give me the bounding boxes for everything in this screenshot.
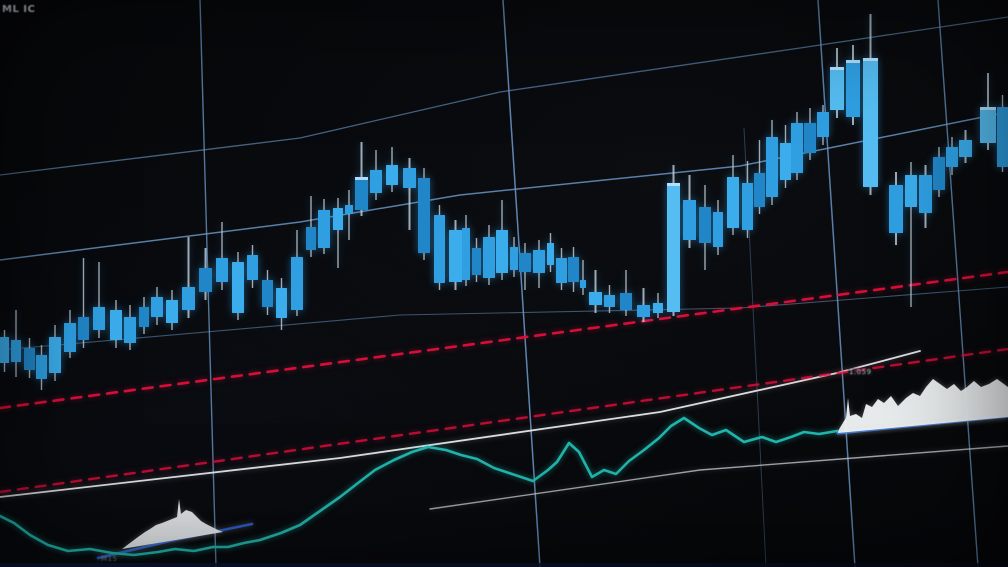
- timeframe-smudge-label: M15: [101, 555, 118, 563]
- volume-silhouettes: [122, 379, 1008, 549]
- screen-bottom-edge: [0, 563, 1008, 567]
- candlestick-series: [0, 14, 1008, 390]
- oscillator-line: [0, 416, 839, 557]
- lower-white-support: [429, 445, 1008, 510]
- long-white-support: [0, 350, 921, 498]
- red-dashed-lines: [0, 270, 1008, 494]
- left-volume-silhouette: [122, 499, 223, 549]
- right-volume-silhouette: [838, 379, 1008, 433]
- price-tag-label: 1.059: [848, 368, 873, 376]
- trend-lines: [0, 350, 1008, 560]
- symbol-smudge-label: ML IC: [2, 4, 36, 15]
- left-area-baseline-blue: [96, 522, 254, 560]
